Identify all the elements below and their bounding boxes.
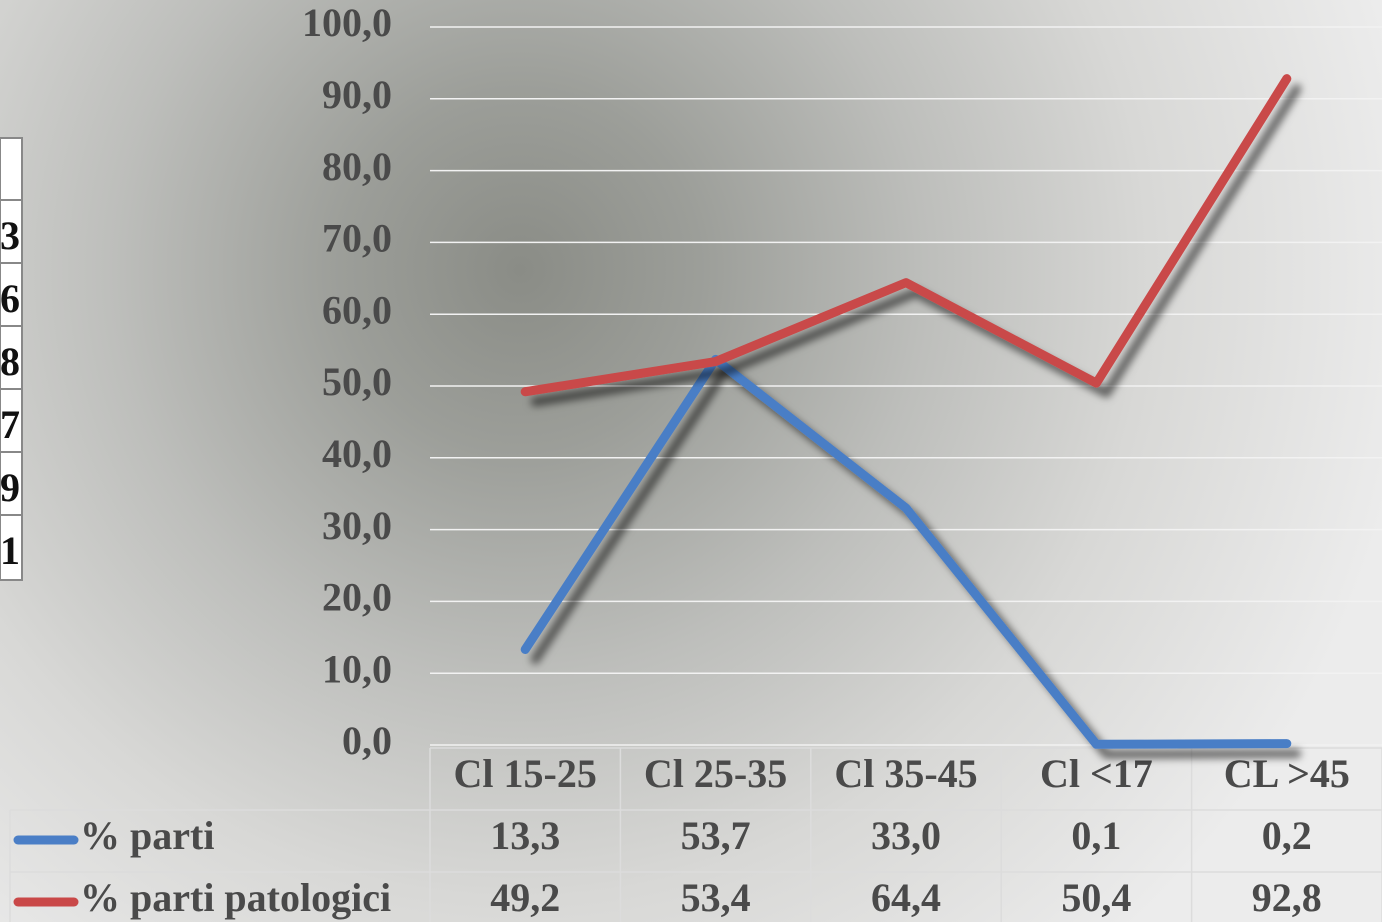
- fragment-cell: 7: [0, 402, 20, 447]
- fragment-cell: 1: [0, 528, 20, 573]
- fragment-cell: 6: [0, 276, 20, 321]
- y-tick-label: 80,0: [322, 144, 392, 189]
- fragment-table: [0, 137, 23, 581]
- data-label: 0,2: [1262, 813, 1312, 858]
- x-tick-label: Cl 15-25: [454, 751, 597, 796]
- fragment-cell: 3: [0, 213, 20, 258]
- y-tick-label: 70,0: [322, 216, 392, 261]
- y-tick-label: 90,0: [322, 72, 392, 117]
- data-label: 53,7: [681, 813, 751, 858]
- x-tick-label: Cl <17: [1040, 751, 1153, 796]
- y-tick-label: 60,0: [322, 287, 392, 332]
- data-label: 13,3: [490, 813, 560, 858]
- data-label: 92,8: [1252, 875, 1322, 920]
- x-tick-label: CL >45: [1224, 751, 1350, 796]
- data-label: 0,1: [1071, 813, 1121, 858]
- fragment-cell: 8: [0, 339, 20, 384]
- y-tick-label: 0,0: [342, 718, 392, 763]
- x-tick-label: Cl 25-35: [644, 751, 787, 796]
- fragment-cell: 9: [0, 465, 20, 510]
- y-tick-label: 50,0: [322, 359, 392, 404]
- x-tick-label: Cl 35-45: [834, 751, 977, 796]
- y-tick-label: 30,0: [322, 503, 392, 548]
- series-line: [520, 354, 1292, 749]
- data-label: 50,4: [1061, 875, 1131, 920]
- legend-label: % parti patologici: [80, 875, 391, 920]
- y-tick-label: 100,0: [302, 0, 392, 45]
- series-line: [520, 74, 1292, 397]
- data-label: 49,2: [490, 875, 560, 920]
- y-tick-label: 20,0: [322, 575, 392, 620]
- data-label: 33,0: [871, 813, 941, 858]
- y-tick-label: 40,0: [322, 431, 392, 476]
- y-tick-label: 10,0: [322, 646, 392, 691]
- legend-label: % parti: [80, 813, 214, 858]
- data-label: 53,4: [681, 875, 751, 920]
- data-label: 64,4: [871, 875, 941, 920]
